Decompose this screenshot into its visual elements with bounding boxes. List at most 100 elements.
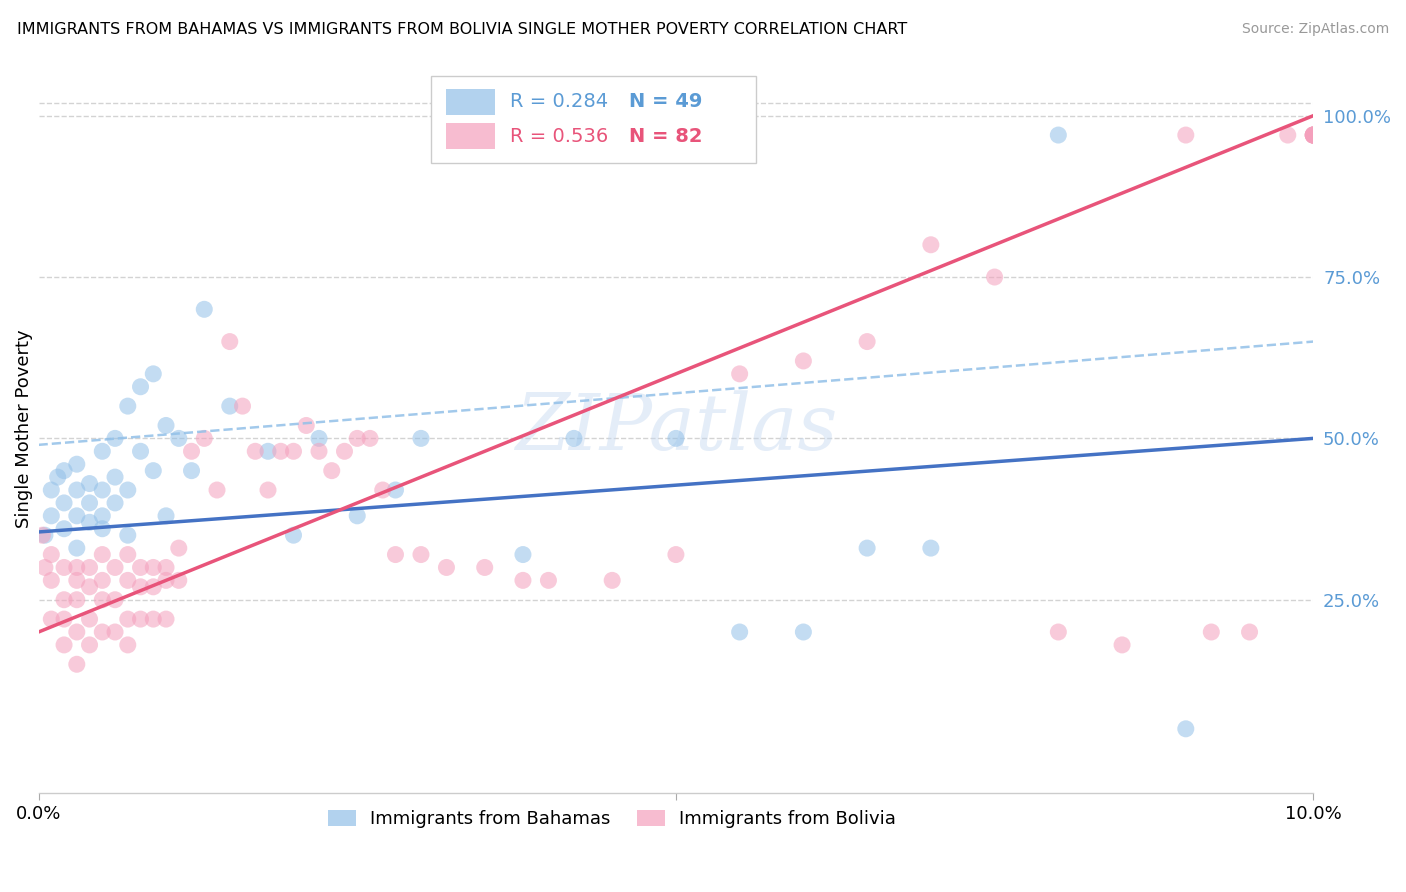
- Point: [129, 580, 152, 594]
- Point: [104, 625, 127, 640]
- Point: [39, 574, 62, 588]
- Point: [384, 548, 406, 562]
- Point: [308, 444, 330, 458]
- Point: [1302, 128, 1324, 142]
- Point: [728, 625, 751, 640]
- Point: [257, 483, 280, 497]
- Point: [34, 560, 56, 574]
- Point: [53, 638, 76, 652]
- Point: [665, 548, 688, 562]
- Point: [193, 302, 215, 317]
- Point: [31, 528, 53, 542]
- Point: [79, 496, 101, 510]
- Point: [104, 592, 127, 607]
- Point: [66, 457, 89, 471]
- Point: [856, 334, 879, 349]
- Point: [180, 464, 202, 478]
- Point: [117, 638, 139, 652]
- Point: [142, 560, 165, 574]
- Point: [359, 431, 381, 445]
- Point: [39, 508, 62, 523]
- Point: [1047, 128, 1070, 142]
- Point: [270, 444, 292, 458]
- Point: [512, 548, 534, 562]
- Point: [39, 483, 62, 497]
- Point: [53, 496, 76, 510]
- Point: [39, 548, 62, 562]
- Point: [920, 541, 942, 555]
- Text: N = 82: N = 82: [628, 127, 702, 145]
- Point: [1302, 128, 1324, 142]
- Point: [91, 508, 114, 523]
- Point: [53, 560, 76, 574]
- Point: [371, 483, 394, 497]
- Y-axis label: Single Mother Poverty: Single Mother Poverty: [15, 329, 32, 528]
- Point: [104, 496, 127, 510]
- Point: [66, 657, 89, 672]
- Point: [1201, 625, 1223, 640]
- Bar: [447, 123, 495, 149]
- Point: [46, 470, 69, 484]
- Point: [562, 431, 585, 445]
- Point: [1302, 128, 1324, 142]
- Point: [79, 560, 101, 574]
- Text: Source: ZipAtlas.com: Source: ZipAtlas.com: [1241, 22, 1389, 37]
- Point: [91, 444, 114, 458]
- Point: [53, 522, 76, 536]
- Point: [474, 560, 496, 574]
- Point: [333, 444, 356, 458]
- Point: [1239, 625, 1261, 640]
- Point: [142, 612, 165, 626]
- Point: [180, 444, 202, 458]
- Point: [66, 574, 89, 588]
- Point: [142, 464, 165, 478]
- Point: [91, 592, 114, 607]
- Point: [91, 548, 114, 562]
- Point: [1302, 128, 1324, 142]
- Point: [409, 548, 432, 562]
- Point: [321, 464, 343, 478]
- FancyBboxPatch shape: [432, 77, 756, 162]
- Point: [117, 574, 139, 588]
- Point: [79, 638, 101, 652]
- Point: [792, 625, 814, 640]
- Point: [167, 431, 190, 445]
- Text: ZIPatlas: ZIPatlas: [515, 391, 837, 467]
- Text: R = 0.536: R = 0.536: [510, 127, 609, 145]
- Point: [283, 444, 305, 458]
- Point: [79, 580, 101, 594]
- Point: [142, 580, 165, 594]
- Point: [91, 522, 114, 536]
- Bar: [447, 89, 495, 115]
- Point: [1302, 128, 1324, 142]
- Point: [79, 476, 101, 491]
- Point: [53, 612, 76, 626]
- Point: [104, 431, 127, 445]
- Point: [91, 483, 114, 497]
- Text: IMMIGRANTS FROM BAHAMAS VS IMMIGRANTS FROM BOLIVIA SINGLE MOTHER POVERTY CORRELA: IMMIGRANTS FROM BAHAMAS VS IMMIGRANTS FR…: [17, 22, 907, 37]
- Point: [104, 560, 127, 574]
- Point: [117, 548, 139, 562]
- Point: [792, 354, 814, 368]
- Point: [856, 541, 879, 555]
- Point: [1047, 625, 1070, 640]
- Point: [409, 431, 432, 445]
- Point: [346, 431, 368, 445]
- Point: [117, 483, 139, 497]
- Point: [39, 612, 62, 626]
- Point: [245, 444, 267, 458]
- Point: [66, 508, 89, 523]
- Point: [218, 399, 240, 413]
- Point: [117, 399, 139, 413]
- Point: [218, 334, 240, 349]
- Point: [983, 270, 1005, 285]
- Point: [436, 560, 458, 574]
- Text: N = 49: N = 49: [628, 93, 702, 112]
- Point: [129, 444, 152, 458]
- Point: [167, 574, 190, 588]
- Legend: Immigrants from Bahamas, Immigrants from Bolivia: Immigrants from Bahamas, Immigrants from…: [321, 803, 903, 836]
- Point: [117, 612, 139, 626]
- Point: [129, 560, 152, 574]
- Point: [512, 574, 534, 588]
- Text: R = 0.284: R = 0.284: [510, 93, 609, 112]
